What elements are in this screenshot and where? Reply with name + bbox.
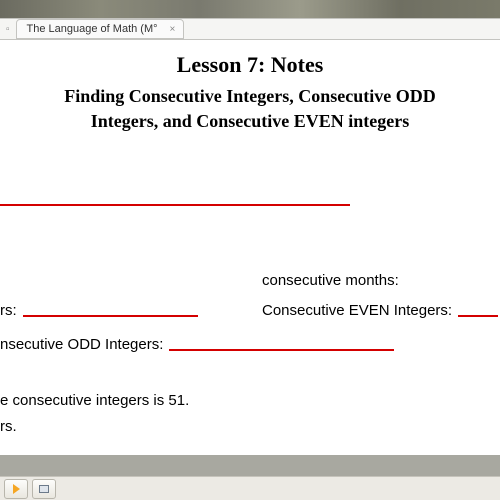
window-icon bbox=[39, 485, 49, 493]
tab-bar: ▫ The Language of Math (M° × bbox=[0, 18, 500, 40]
window-chrome-bg bbox=[0, 0, 500, 18]
play-button[interactable] bbox=[4, 479, 28, 499]
field-rs: rs: bbox=[0, 302, 198, 319]
label-rs: rs: bbox=[0, 302, 17, 319]
label-months: consecutive months: bbox=[262, 272, 399, 289]
page-subtitle: Finding Consecutive Integers, Consecutiv… bbox=[0, 84, 500, 134]
bottom-toolbar bbox=[0, 476, 500, 500]
document-page: Lesson 7: Notes Finding Consecutive Inte… bbox=[0, 40, 500, 455]
fill-in-blank bbox=[458, 315, 498, 317]
label-odd: nsecutive ODD Integers: bbox=[0, 336, 163, 353]
field-even: Consecutive EVEN Integers: bbox=[262, 302, 498, 319]
page-title: Lesson 7: Notes bbox=[0, 52, 500, 78]
tab-menu-icon[interactable]: ▫ bbox=[0, 24, 16, 35]
body-text: rs. bbox=[0, 418, 17, 435]
body-text: e consecutive integers is 51. bbox=[0, 392, 189, 409]
label-even: Consecutive EVEN Integers: bbox=[262, 302, 452, 319]
play-icon bbox=[13, 484, 20, 494]
close-icon[interactable]: × bbox=[170, 24, 176, 35]
fill-in-blank bbox=[23, 315, 198, 317]
window-button[interactable] bbox=[32, 479, 56, 499]
field-consecutive-months: consecutive months: bbox=[262, 272, 399, 289]
tab-active[interactable]: The Language of Math (M° × bbox=[16, 19, 185, 39]
fill-in-blank bbox=[169, 349, 394, 351]
field-odd: nsecutive ODD Integers: bbox=[0, 336, 394, 353]
fill-in-blank bbox=[0, 204, 350, 206]
tab-title: The Language of Math (M° bbox=[27, 23, 158, 35]
